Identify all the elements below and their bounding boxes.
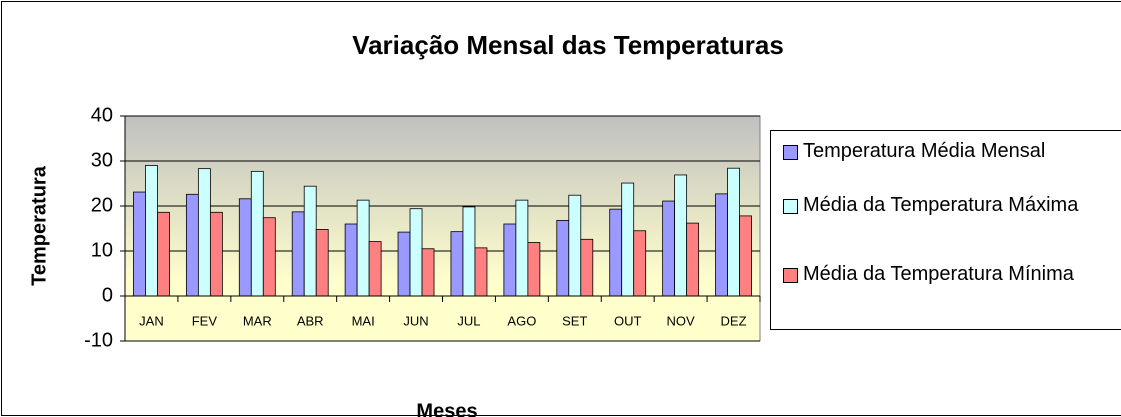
bar [662,200,676,297]
bar [145,165,158,297]
bar [609,208,623,297]
bar [409,208,423,297]
bar [621,182,635,297]
bar [515,199,529,297]
y-axis-title: Temperatura [28,165,50,286]
legend-swatch [783,268,798,283]
x-tick-label: JUL [457,313,480,328]
legend-label: Média da Temperatura Máxima [803,194,1079,216]
y-tick-label: -10 [84,329,113,351]
x-tick-label: OUT [614,313,642,328]
y-tick-label: 40 [91,104,113,126]
x-tick-label: JUN [403,313,428,328]
y-tick-label: 10 [91,239,113,261]
bar [291,211,305,297]
bar [727,167,740,297]
y-tick-label: 0 [102,284,113,306]
x-tick-label: NOV [667,313,696,328]
y-tick-label: 20 [91,194,113,216]
x-tick-label: DEZ [721,313,747,328]
bar [421,248,435,297]
legend: Temperatura Média Mensal Média da Tempera… [770,130,1121,330]
chart-title: Variação Mensal das Temperaturas [352,30,784,60]
legend-swatch [783,145,798,160]
bar [568,194,582,297]
bar [715,193,728,297]
bar [368,241,382,297]
bar [185,193,199,297]
bar [462,206,476,297]
bar [556,219,570,297]
x-tick-label: JAN [139,313,164,328]
bar [250,170,264,297]
bar [356,199,370,297]
x-axis-title: Meses [416,400,477,417]
bar [315,228,329,297]
bar [197,168,211,297]
legend-swatch [783,199,798,214]
bar [739,215,752,297]
bar [238,198,252,297]
bar [344,223,358,297]
bar [527,242,541,297]
x-tick-label: MAR [243,313,272,328]
x-tick-label: AGO [507,313,536,328]
bar [686,222,700,297]
bar [397,231,411,297]
x-tick-label: ABR [297,313,324,328]
x-tick-label: FEV [192,313,218,328]
legend-label: Temperatura Média Mensal [803,140,1046,162]
bar [674,174,688,297]
bar [633,230,647,297]
bar [133,191,146,297]
bar [157,211,170,297]
bar [450,231,464,297]
x-tick-label: SET [562,313,587,328]
bar [209,211,223,297]
y-tick-label: 30 [91,149,113,171]
bar [474,247,488,297]
bar [503,223,517,297]
bar [580,238,594,297]
legend-label: Média da Temperatura Mínima [803,263,1074,285]
x-tick-label: MAI [352,313,375,328]
bar [303,185,317,297]
plot-area [124,115,761,342]
bar [262,217,276,297]
